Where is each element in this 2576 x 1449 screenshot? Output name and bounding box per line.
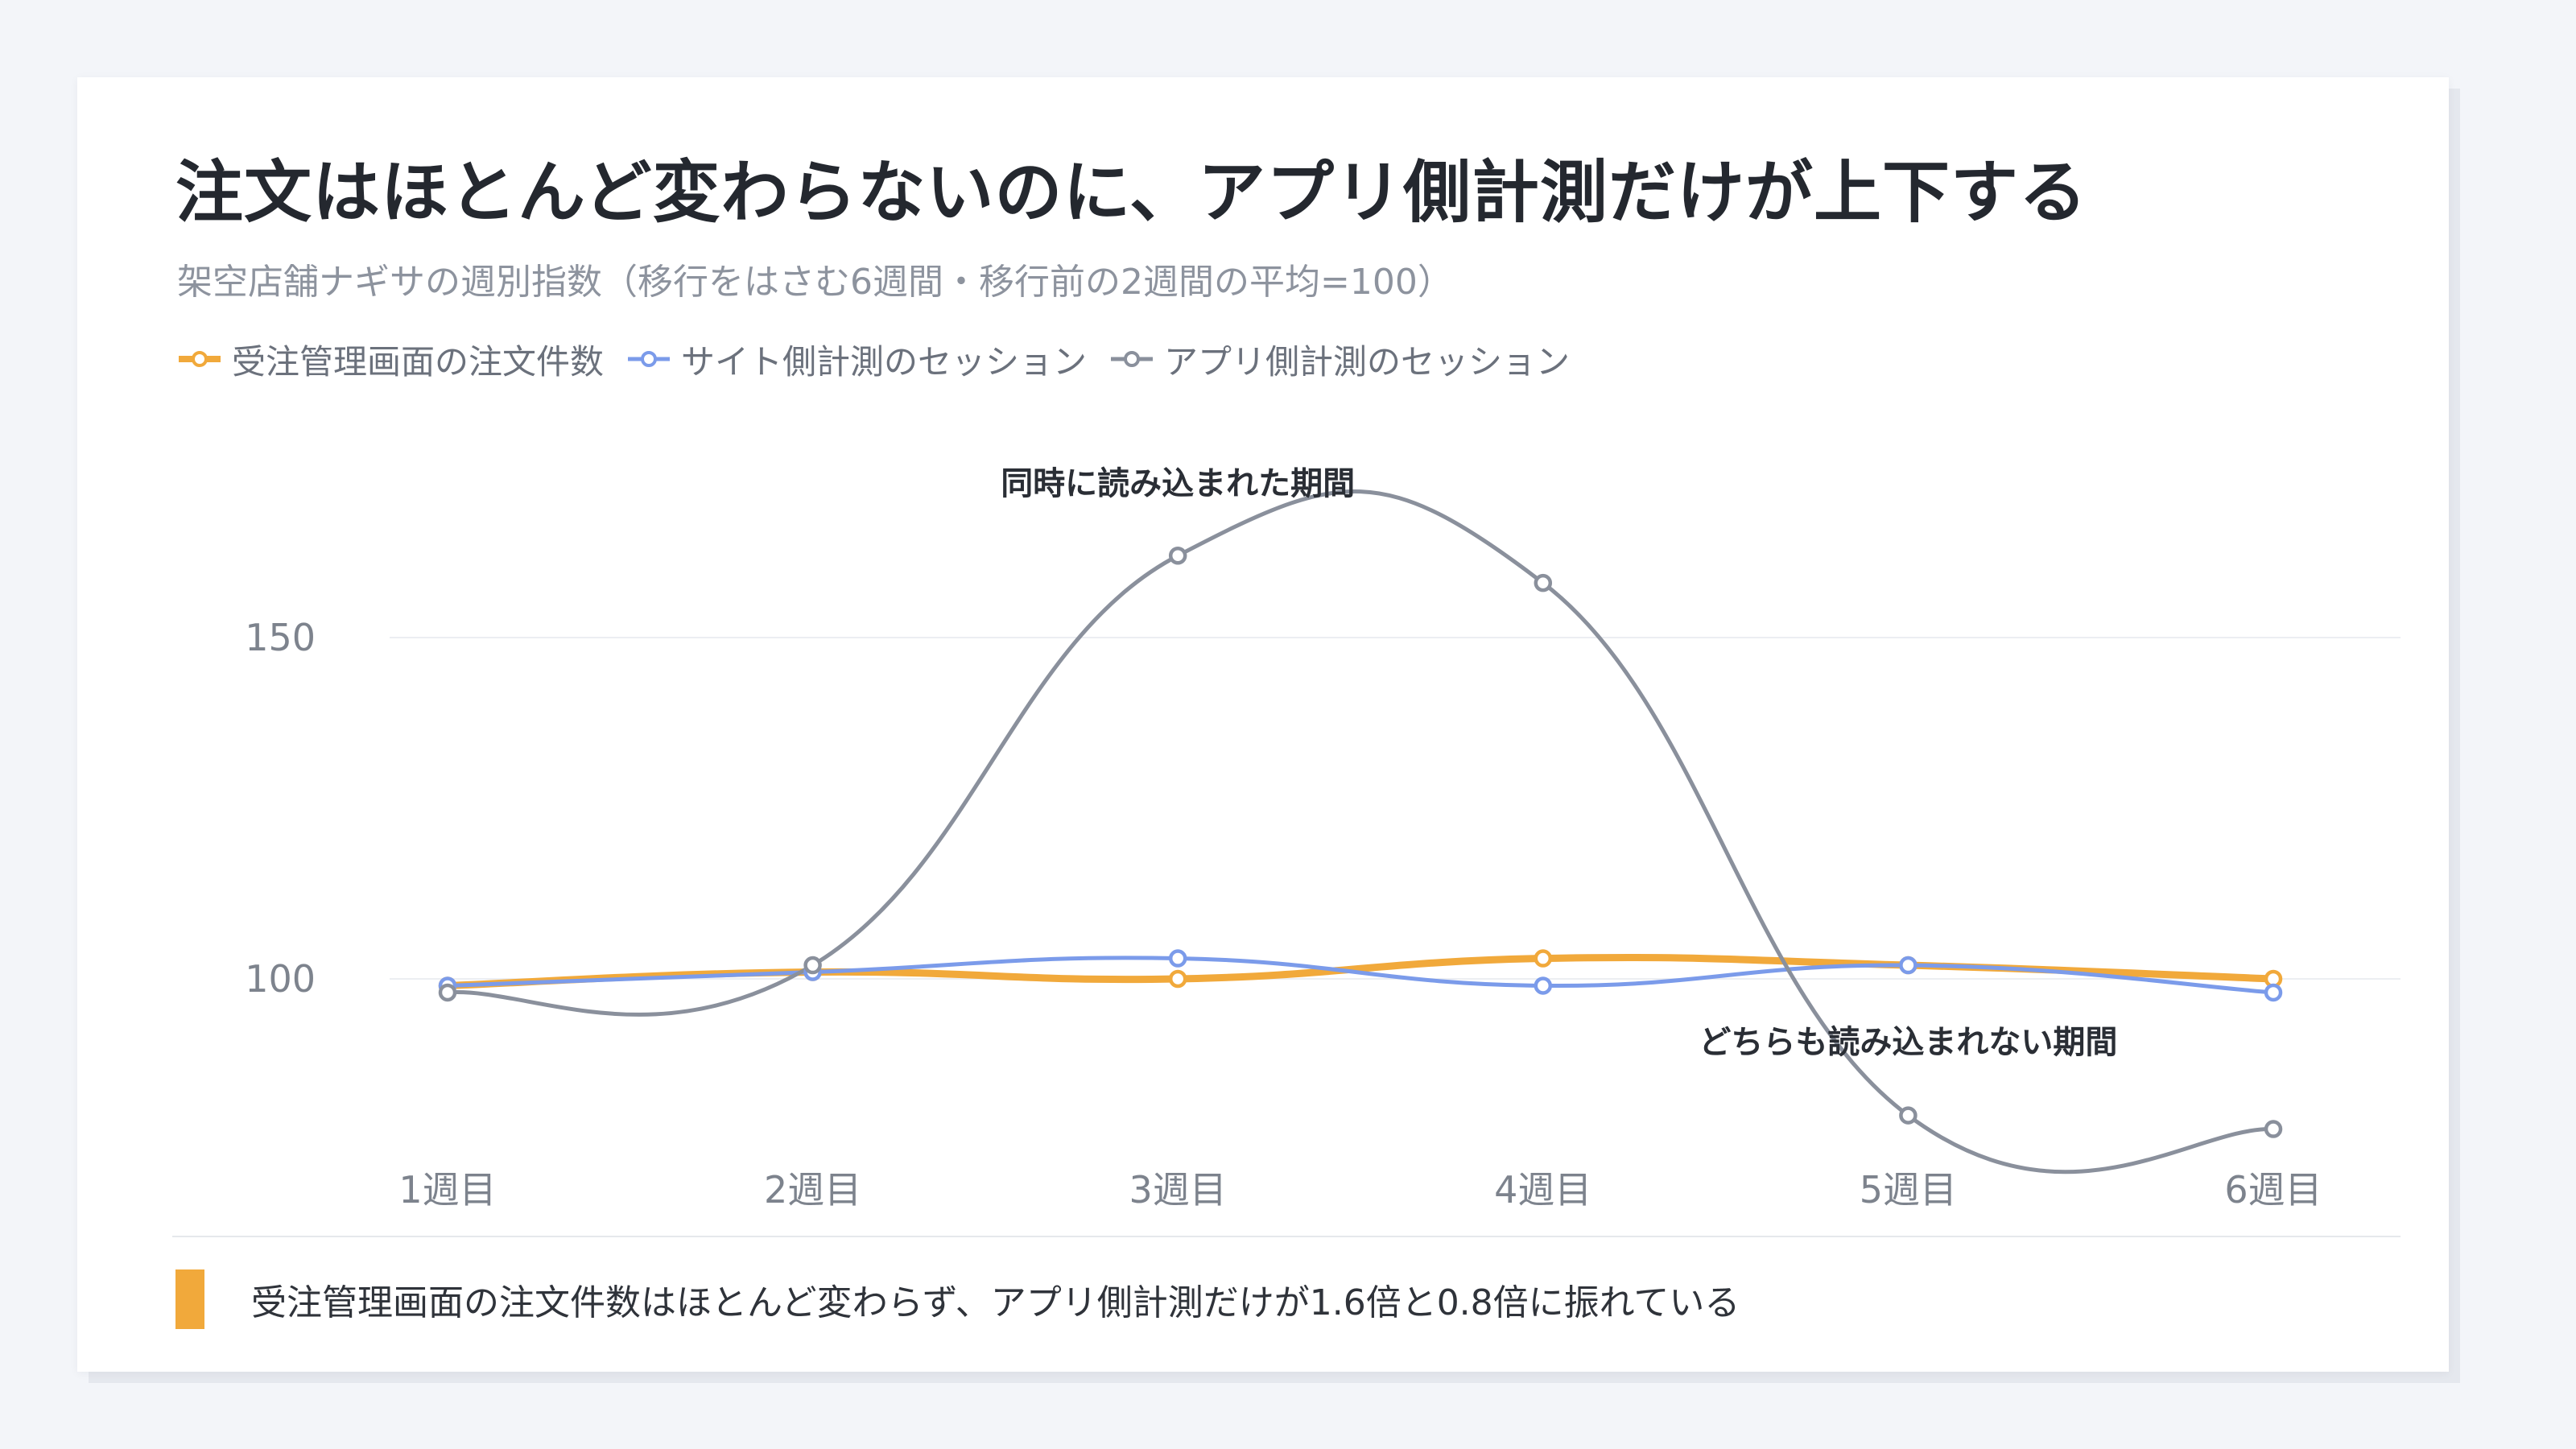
legend-item: アプリ側計測のセッション xyxy=(1108,335,1570,384)
x-tick-label: 5週目 xyxy=(1860,1168,1957,1212)
data-point xyxy=(1168,949,1187,968)
legend-item: 受注管理画面の注文件数 xyxy=(175,335,604,384)
series-line xyxy=(445,956,2276,995)
data-point xyxy=(803,956,822,975)
legend-item: サイト側計測のセッション xyxy=(625,335,1087,384)
series-line xyxy=(445,489,2276,1174)
annotation-label: どちらも読み込まれない期間 xyxy=(1699,1024,2117,1061)
x-tick-label: 6週目 xyxy=(2224,1168,2322,1212)
data-point xyxy=(438,983,457,1002)
data-point xyxy=(1534,573,1553,592)
chart-subtitle: 架空店舗ナギサの週別指数（移行をはさむ6週間・移行前の2週間の平均=100） xyxy=(177,262,1453,303)
footnote: 受注管理画面の注文件数はほとんど変わらず、アプリ側計測だけが1.6倍と0.8倍に… xyxy=(175,1267,1740,1331)
data-point xyxy=(1168,969,1187,989)
x-tick-label: 1週目 xyxy=(398,1168,496,1212)
x-tick-label: 4週目 xyxy=(1494,1168,1591,1212)
legend-line-marker-icon xyxy=(628,351,671,367)
data-point xyxy=(1899,1106,1918,1125)
data-point xyxy=(1168,546,1187,565)
legend-label: 受注管理画面の注文件数 xyxy=(232,341,605,382)
data-point xyxy=(2264,1120,2283,1138)
line-chart: 100 150 1週目 2週目 3週目 4週目 5週目 6週目 同時に読み込まれた期間どちらも読… xyxy=(172,465,2401,1237)
footnote-text: 受注管理画面の注文件数はほとんど変わらず、アプリ側計測だけが1.6倍と0.8倍に… xyxy=(251,1282,1740,1323)
legend: 受注管理画面の注文件数 サイト側計測のセッション アプリ側計測のセッション xyxy=(175,335,1570,383)
chart-card: 注文はほとんど変わらないのに、アプリ側計測だけが上下する 架空店舗ナギサの週別指… xyxy=(77,77,2449,1372)
annotation-label: 同時に読み込まれた期間 xyxy=(1001,465,1355,502)
data-point xyxy=(1534,949,1553,968)
y-tick-label: 150 xyxy=(245,616,316,659)
chart-title: 注文はほとんど変わらないのに、アプリ側計測だけが上下する xyxy=(175,153,2087,232)
data-point xyxy=(1899,956,1918,975)
legend-line-marker-icon xyxy=(179,351,221,367)
legend-label: サイト側計測のセッション xyxy=(681,341,1088,382)
legend-line-marker-icon xyxy=(1111,351,1154,367)
legend-label: アプリ側計測のセッション xyxy=(1164,341,1571,382)
x-tick-label: 2週目 xyxy=(764,1168,861,1212)
y-tick-label: 100 xyxy=(245,957,316,1001)
data-point xyxy=(2264,983,2283,1002)
x-tick-label: 3週目 xyxy=(1129,1168,1227,1212)
footnote-accent-bar xyxy=(175,1269,204,1329)
data-point xyxy=(1534,976,1553,995)
